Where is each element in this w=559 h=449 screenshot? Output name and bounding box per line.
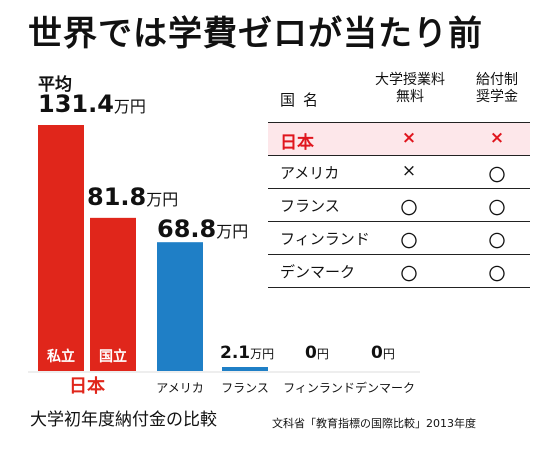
cell-grant: 〇 bbox=[488, 265, 506, 285]
average-label: 平均 bbox=[38, 75, 72, 95]
source-note: 文科省「教育指標の国際比較」2013年度 bbox=[272, 417, 476, 430]
value-label-3: 2.1万円 bbox=[220, 343, 274, 363]
table-row: アメリカ × 〇 bbox=[268, 155, 530, 188]
value-number-4: 0 bbox=[305, 343, 317, 363]
header-tuition-line1: 大学授業料 bbox=[375, 72, 445, 88]
bar-2 bbox=[157, 242, 203, 371]
cell-tuition-free: 〇 bbox=[400, 199, 418, 219]
value-label-4: 0円 bbox=[305, 343, 329, 363]
header-country: 国名 bbox=[280, 91, 327, 109]
cell-grant: × bbox=[489, 128, 505, 148]
chart-title: 世界では学費ゼロが当たり前 bbox=[28, 14, 483, 54]
value-unit-4: 円 bbox=[317, 347, 329, 361]
cell-grant: 〇 bbox=[488, 199, 506, 219]
chart-caption: 大学初年度納付金の比較 bbox=[30, 410, 217, 430]
inner-label-1: 国立 bbox=[99, 348, 127, 365]
group-label-2: フランス bbox=[221, 381, 269, 395]
table-body: 日本 × × アメリカ × 〇フランス〇〇フィンランド〇〇デンマーク〇〇 bbox=[268, 122, 530, 288]
row-country: フランス bbox=[280, 197, 340, 215]
value-number-5: 0 bbox=[371, 343, 383, 363]
group-label-4: デンマーク bbox=[355, 380, 415, 395]
cell-tuition-free: 〇 bbox=[400, 265, 418, 285]
bar-3 bbox=[222, 367, 268, 371]
table-row: 日本 × × bbox=[268, 122, 530, 155]
value-unit-3: 万円 bbox=[250, 347, 274, 361]
cell-tuition-free: 〇 bbox=[400, 232, 418, 252]
cell-grant: 〇 bbox=[488, 232, 506, 252]
table-row: デンマーク 〇 〇 bbox=[268, 254, 530, 288]
value-unit-5: 円 bbox=[383, 347, 395, 361]
bar-0 bbox=[38, 125, 84, 371]
inner-label-0: 私立 bbox=[47, 348, 75, 365]
value-number-3: 2.1 bbox=[220, 343, 250, 363]
value-label-1: 81.8万円 bbox=[87, 183, 178, 211]
bar-1 bbox=[90, 217, 136, 371]
value-unit-2: 万円 bbox=[216, 222, 248, 241]
row-country: アメリカ bbox=[280, 164, 340, 182]
value-unit-1: 万円 bbox=[146, 190, 178, 209]
value-number-2: 68.8 bbox=[157, 215, 216, 243]
header-grant-line1: 給付制 bbox=[476, 72, 518, 88]
value-label-5: 0円 bbox=[371, 343, 395, 363]
header-grant: 給付制 奨学金 bbox=[466, 72, 528, 106]
cell-grant: 〇 bbox=[488, 166, 506, 186]
value-label-0: 131.4万円 bbox=[38, 90, 146, 118]
value-unit-0: 万円 bbox=[114, 97, 146, 116]
row-country: デンマーク bbox=[280, 263, 356, 281]
comparison-table: 国名 大学授業料 無料 給付制 奨学金 日本 × × アメリカ × 〇フランス〇〇フィンラ… bbox=[268, 70, 530, 288]
value-label-2: 68.8万円 bbox=[157, 215, 248, 243]
value-number-0: 131.4 bbox=[38, 90, 114, 118]
cell-tuition-free: × bbox=[401, 128, 417, 148]
row-country: フィンランド bbox=[280, 230, 370, 248]
table-header: 国名 大学授業料 無料 給付制 奨学金 bbox=[268, 70, 530, 122]
group-label-3: フィンランド bbox=[283, 381, 355, 395]
row-country: 日本 bbox=[280, 133, 314, 153]
header-tuition-free: 大学授業料 無料 bbox=[362, 72, 458, 106]
group-label-0: 日本 bbox=[69, 375, 105, 397]
header-grant-line2: 奨学金 bbox=[476, 89, 518, 105]
table-row: フィンランド 〇 〇 bbox=[268, 221, 530, 254]
value-number-1: 81.8 bbox=[87, 183, 146, 211]
table-row: フランス 〇 〇 bbox=[268, 188, 530, 221]
group-label-1: アメリカ bbox=[156, 381, 203, 395]
cell-tuition-free: × bbox=[401, 161, 417, 181]
header-tuition-line2: 無料 bbox=[396, 89, 424, 105]
